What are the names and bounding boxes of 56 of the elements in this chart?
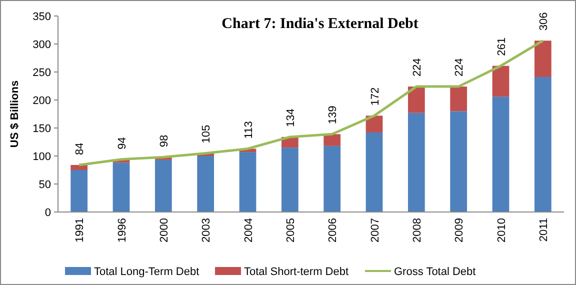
x-tick-label: 2003	[200, 218, 213, 242]
y-tick-label: 250	[32, 66, 51, 79]
x-tick-label: 1996	[116, 218, 128, 242]
x-tick-label: 2004	[242, 218, 255, 242]
legend-label: Gross Total Debt	[394, 266, 476, 278]
bar	[281, 148, 298, 212]
bar	[408, 86, 425, 113]
legend-label: Total Long-Term Debt	[94, 266, 200, 278]
data-label: 261	[496, 37, 508, 56]
bar	[324, 146, 341, 212]
x-tick-label: 2010	[496, 218, 508, 242]
bar	[197, 156, 214, 212]
x-tick-label: 2005	[284, 218, 297, 242]
bar	[154, 160, 172, 212]
data-label: 306	[538, 12, 550, 31]
x-tick-label: 2007	[369, 218, 382, 242]
data-label: 105	[200, 124, 213, 144]
legend-label: Total Short-term Debt	[244, 266, 349, 278]
y-tick-label: 150	[32, 122, 51, 135]
data-label: 134	[284, 108, 297, 127]
bar	[408, 112, 425, 212]
x-tick-label: 2008	[411, 218, 424, 242]
y-tick-label: 350	[32, 10, 51, 23]
y-tick-label: 0	[44, 206, 51, 219]
bar	[450, 86, 468, 112]
x-tick-label: 2011	[538, 218, 550, 242]
bar	[450, 111, 468, 212]
y-tick-label: 100	[32, 150, 51, 163]
x-tick-label: 1991	[74, 218, 86, 242]
data-label: 84	[74, 142, 86, 155]
bar	[366, 116, 383, 132]
bar	[239, 152, 256, 212]
chart-title: Chart 7: India's External Debt	[222, 16, 418, 32]
bar	[324, 134, 341, 146]
data-label: 224	[411, 58, 424, 77]
data-label: 94	[116, 137, 128, 150]
data-label: 224	[454, 58, 466, 77]
bar	[534, 77, 552, 212]
bar	[70, 164, 88, 170]
y-axis-title: US $ Billions	[9, 80, 21, 148]
bar	[70, 170, 88, 212]
y-tick-label: 50	[38, 178, 51, 191]
bar	[112, 162, 130, 212]
bar	[534, 40, 552, 78]
data-label: 113	[242, 121, 255, 139]
y-tick-label: 200	[32, 94, 51, 107]
data-label: 139	[327, 106, 340, 124]
data-label: 172	[369, 87, 382, 106]
x-tick-label: 2009	[454, 218, 466, 242]
bar	[366, 132, 383, 212]
data-label: 98	[158, 134, 170, 148]
y-tick-label: 300	[32, 38, 51, 51]
x-tick-label: 2006	[327, 218, 340, 242]
x-tick-label: 2000	[158, 218, 170, 242]
bar	[492, 66, 510, 97]
bar	[492, 96, 510, 212]
